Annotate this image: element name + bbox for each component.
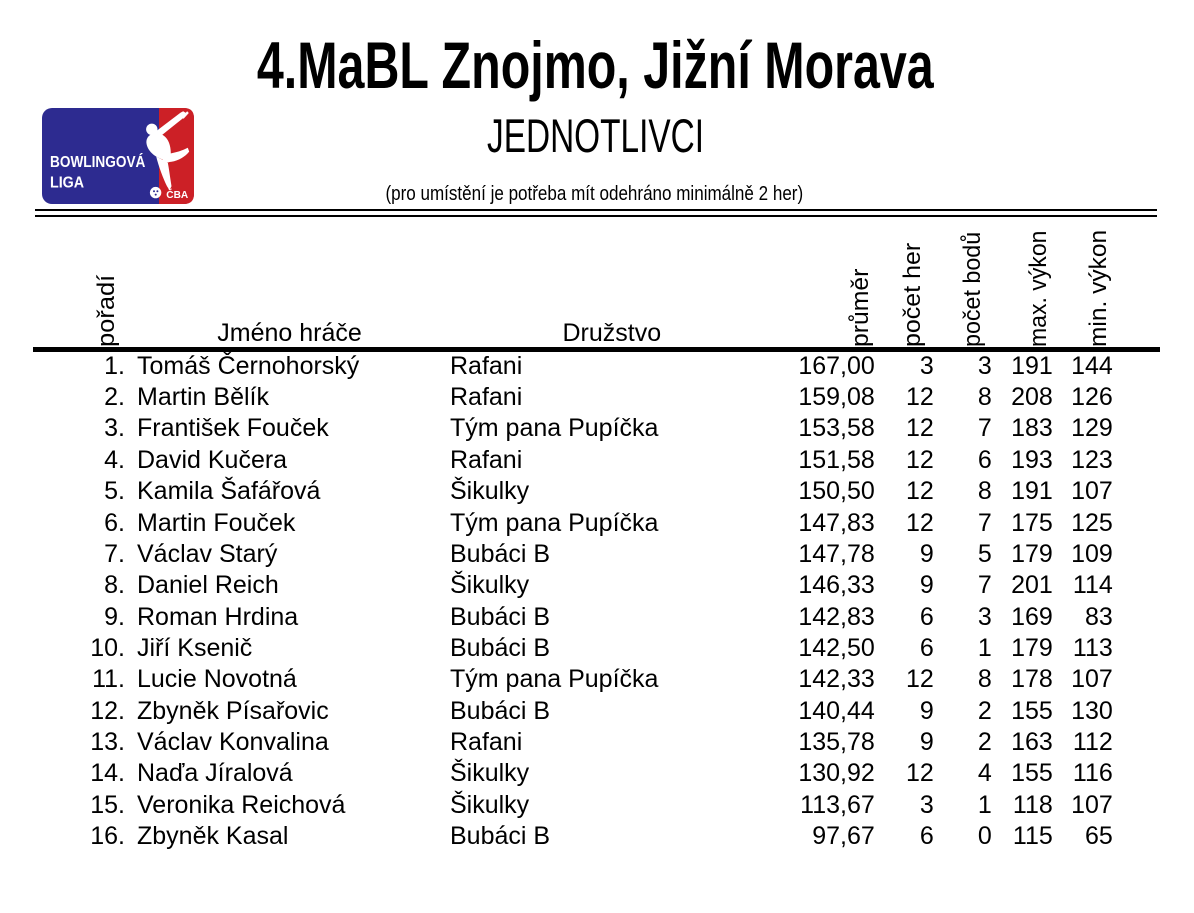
- svg-text:BOWLINGOVÁ: BOWLINGOVÁ: [50, 152, 145, 171]
- svg-text:LIGA: LIGA: [50, 175, 84, 192]
- svg-text:ČBA: ČBA: [166, 188, 188, 201]
